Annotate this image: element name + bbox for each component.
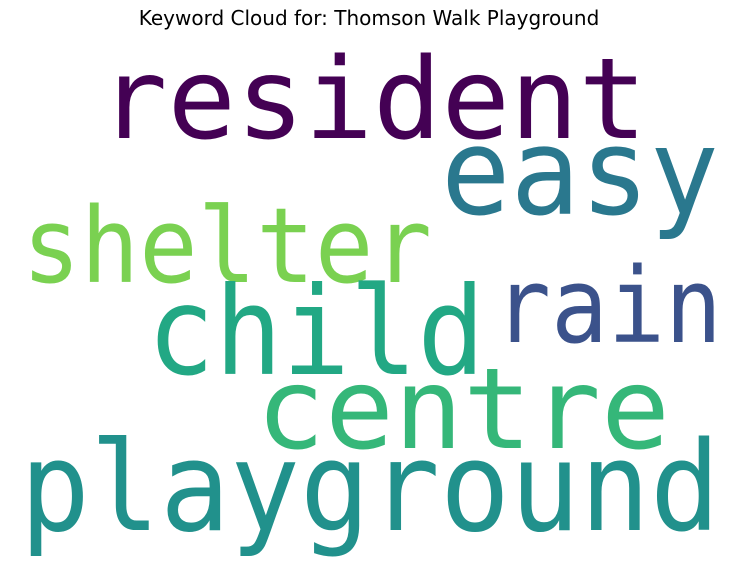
word-playground: playground: [20, 416, 720, 560]
word-child: child: [147, 261, 485, 403]
word-rain: rain: [494, 245, 722, 367]
word-easy: easy: [441, 104, 719, 243]
page-title: Keyword Cloud for: Thomson Walk Playgrou…: [138, 6, 600, 30]
word-centre: centre: [256, 345, 670, 475]
word-resident: resident: [99, 35, 647, 165]
word-shelter: shelter: [22, 185, 432, 307]
